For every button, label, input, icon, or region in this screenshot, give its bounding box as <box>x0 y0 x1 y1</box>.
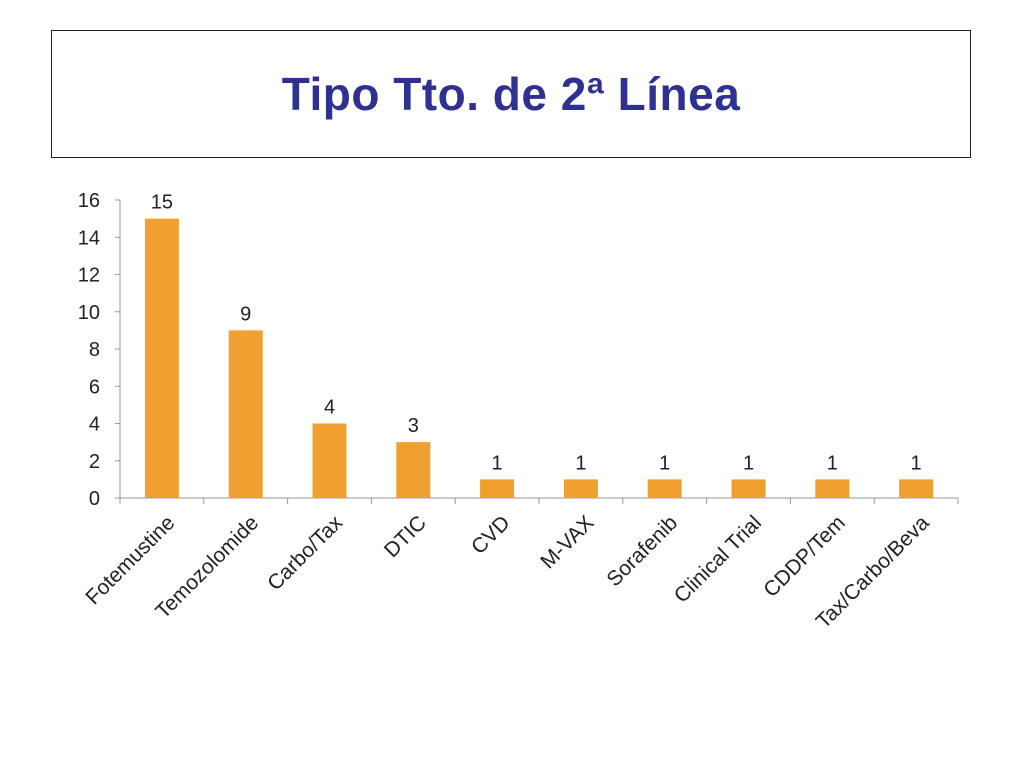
data-label: 1 <box>743 452 754 474</box>
y-tick-label: 16 <box>78 190 100 212</box>
data-label: 4 <box>324 397 335 419</box>
category-label: Carbo/Tax <box>263 511 347 595</box>
category-label: CVD <box>467 511 515 559</box>
bar <box>899 479 934 498</box>
y-tick-label: 8 <box>89 339 100 361</box>
y-tick-label: 0 <box>89 488 100 510</box>
bar-layer <box>144 218 934 498</box>
data-label: 1 <box>911 452 922 474</box>
bar <box>563 479 598 498</box>
data-label: 9 <box>240 303 251 325</box>
category-label: M-VAX <box>536 511 598 573</box>
data-label: 1 <box>659 452 670 474</box>
bar <box>731 479 766 498</box>
category-label: CDDP/Tem <box>759 511 850 602</box>
y-tick-label: 6 <box>89 376 100 398</box>
data-label: 15 <box>151 192 173 214</box>
bar <box>228 330 263 498</box>
data-label: 1 <box>827 452 838 474</box>
label-layer: 15Fotemustine9Temozolomide4Carbo/Tax3DTI… <box>81 192 933 634</box>
y-tick-label: 4 <box>89 414 100 436</box>
category-label: Clinical Trial <box>670 511 766 607</box>
y-tick-label: 2 <box>89 451 100 473</box>
bar <box>815 479 850 498</box>
category-label: Sorafenib <box>602 511 682 591</box>
data-label: 3 <box>408 415 419 437</box>
bar <box>144 218 179 498</box>
bar <box>647 479 682 498</box>
category-label: DTIC <box>380 511 431 562</box>
y-tick-label: 14 <box>78 227 100 249</box>
bar <box>480 479 515 498</box>
data-label: 1 <box>575 452 586 474</box>
data-label: 1 <box>492 452 503 474</box>
bar <box>312 423 347 498</box>
slide-title: Tipo Tto. de 2ª Línea <box>281 68 741 120</box>
y-tick-label: 12 <box>78 265 100 287</box>
bar <box>396 442 431 498</box>
y-tick-label: 10 <box>78 302 100 324</box>
title-box: Tipo Tto. de 2ª Línea <box>51 30 971 158</box>
